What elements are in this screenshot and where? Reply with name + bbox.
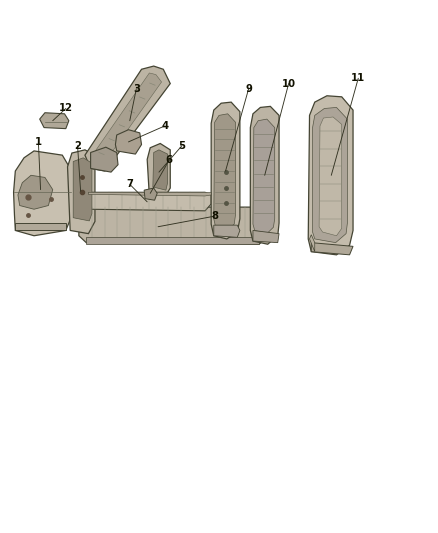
Polygon shape [259,207,270,236]
Polygon shape [15,223,66,230]
Polygon shape [211,102,240,239]
Polygon shape [116,130,141,154]
Polygon shape [310,235,315,252]
Text: 11: 11 [351,73,365,83]
Text: 2: 2 [74,141,81,151]
Polygon shape [214,225,240,237]
Polygon shape [91,73,162,167]
Polygon shape [67,150,95,233]
Polygon shape [308,96,353,255]
Polygon shape [214,114,236,230]
Polygon shape [253,119,275,233]
Polygon shape [311,243,353,255]
Polygon shape [251,107,279,244]
Text: 3: 3 [133,84,140,94]
Text: 5: 5 [179,141,186,151]
Polygon shape [313,108,347,243]
Polygon shape [153,150,168,190]
Polygon shape [73,158,92,221]
Polygon shape [253,230,279,243]
Polygon shape [88,192,211,196]
Polygon shape [79,207,269,244]
Text: 7: 7 [126,179,133,189]
Polygon shape [147,143,170,200]
Polygon shape [144,188,157,200]
Text: 1: 1 [35,137,42,147]
Polygon shape [88,192,211,211]
Polygon shape [319,117,342,236]
Text: 12: 12 [59,103,73,114]
Polygon shape [18,175,53,209]
Polygon shape [40,113,69,128]
Polygon shape [91,147,118,172]
Polygon shape [85,66,170,171]
Text: 4: 4 [161,121,168,131]
Polygon shape [14,151,70,236]
Text: 9: 9 [245,84,252,94]
Polygon shape [86,237,259,244]
Text: 6: 6 [166,156,173,165]
Text: 8: 8 [211,211,218,221]
Text: 10: 10 [282,78,296,88]
